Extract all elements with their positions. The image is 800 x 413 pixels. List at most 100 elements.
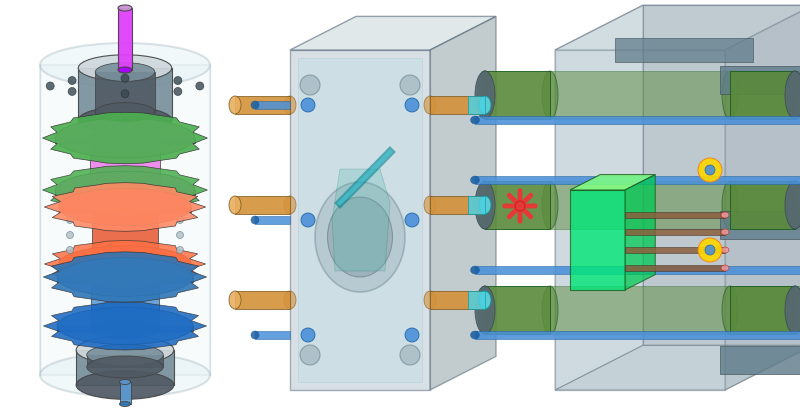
Bar: [255, 101, 290, 109]
Bar: [57, 326, 193, 331]
Bar: [720, 211, 800, 239]
Bar: [625, 247, 725, 253]
Bar: [720, 66, 800, 94]
Bar: [58, 264, 191, 269]
Circle shape: [121, 74, 129, 82]
Ellipse shape: [470, 116, 479, 124]
Bar: [430, 196, 485, 214]
Bar: [58, 207, 191, 212]
Polygon shape: [625, 175, 655, 290]
Polygon shape: [570, 175, 655, 190]
Ellipse shape: [55, 118, 194, 158]
Circle shape: [405, 213, 419, 227]
Ellipse shape: [91, 319, 159, 339]
Ellipse shape: [58, 246, 191, 282]
Bar: [118, 8, 132, 70]
Bar: [78, 68, 172, 120]
Bar: [485, 181, 550, 229]
Circle shape: [515, 201, 525, 211]
Polygon shape: [430, 17, 496, 390]
Circle shape: [66, 232, 74, 238]
Bar: [40, 65, 210, 375]
Bar: [430, 291, 485, 309]
Circle shape: [68, 88, 76, 95]
Bar: [55, 138, 194, 143]
Bar: [55, 190, 194, 195]
Circle shape: [174, 76, 182, 85]
Polygon shape: [42, 166, 207, 214]
Circle shape: [698, 238, 722, 262]
Bar: [730, 181, 795, 229]
Ellipse shape: [229, 196, 241, 214]
Circle shape: [46, 82, 54, 90]
Bar: [475, 331, 800, 339]
Ellipse shape: [327, 197, 393, 277]
Polygon shape: [44, 240, 206, 287]
Polygon shape: [725, 5, 800, 390]
Ellipse shape: [542, 71, 558, 119]
Polygon shape: [555, 345, 800, 390]
Ellipse shape: [55, 193, 194, 197]
Ellipse shape: [424, 96, 436, 114]
Ellipse shape: [424, 196, 436, 214]
Ellipse shape: [284, 291, 296, 309]
Ellipse shape: [251, 101, 259, 109]
Bar: [730, 71, 795, 119]
Ellipse shape: [57, 258, 193, 297]
Ellipse shape: [76, 371, 174, 399]
Bar: [475, 176, 800, 184]
Ellipse shape: [477, 71, 493, 119]
Bar: [86, 355, 163, 367]
Bar: [235, 96, 290, 114]
Bar: [625, 229, 725, 235]
Bar: [90, 138, 160, 193]
Ellipse shape: [91, 267, 159, 287]
Circle shape: [177, 247, 183, 254]
Polygon shape: [332, 169, 390, 271]
Circle shape: [121, 90, 129, 98]
Bar: [91, 277, 159, 329]
Polygon shape: [555, 50, 725, 390]
Ellipse shape: [119, 401, 130, 406]
Bar: [720, 346, 800, 374]
Ellipse shape: [57, 329, 193, 333]
Bar: [468, 291, 485, 309]
Circle shape: [400, 345, 420, 365]
Ellipse shape: [315, 182, 405, 292]
Bar: [298, 58, 422, 382]
Ellipse shape: [722, 286, 738, 334]
Circle shape: [66, 247, 74, 254]
Ellipse shape: [55, 171, 194, 209]
Bar: [76, 350, 174, 385]
Circle shape: [405, 328, 419, 342]
Polygon shape: [555, 5, 800, 50]
Ellipse shape: [785, 71, 800, 119]
Ellipse shape: [229, 96, 241, 114]
Bar: [235, 291, 290, 309]
Bar: [475, 266, 800, 274]
Ellipse shape: [284, 196, 296, 214]
Ellipse shape: [785, 181, 800, 229]
Ellipse shape: [721, 265, 729, 271]
Circle shape: [196, 82, 204, 90]
Ellipse shape: [284, 96, 296, 114]
Bar: [119, 382, 130, 404]
Polygon shape: [290, 17, 496, 50]
Polygon shape: [44, 183, 206, 231]
Ellipse shape: [76, 336, 174, 364]
Ellipse shape: [40, 353, 210, 397]
Ellipse shape: [542, 286, 558, 334]
Ellipse shape: [40, 43, 210, 87]
Ellipse shape: [722, 181, 738, 229]
Bar: [550, 286, 800, 334]
Ellipse shape: [470, 266, 479, 274]
Ellipse shape: [477, 286, 493, 334]
Ellipse shape: [95, 63, 154, 81]
Circle shape: [66, 216, 74, 223]
Circle shape: [301, 98, 315, 112]
Circle shape: [174, 88, 182, 95]
Ellipse shape: [57, 280, 193, 284]
Bar: [255, 331, 290, 339]
Ellipse shape: [479, 96, 491, 114]
Ellipse shape: [58, 188, 191, 225]
